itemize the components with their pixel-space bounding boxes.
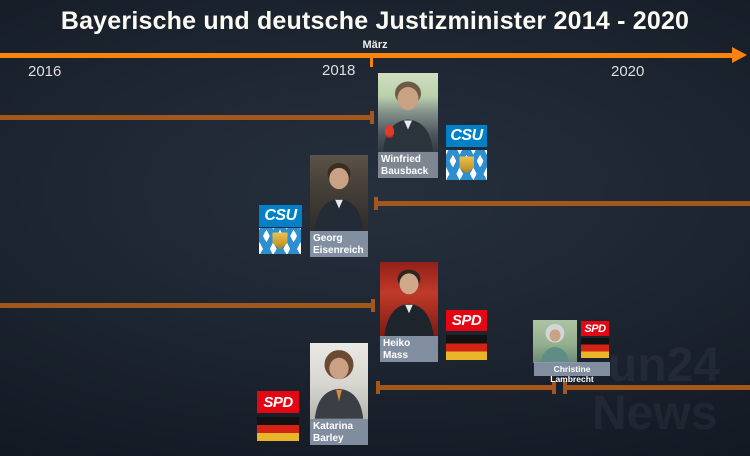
germany-flag-icon bbox=[257, 417, 299, 441]
minister-photo-mass bbox=[380, 262, 438, 336]
germany-flag-icon bbox=[446, 335, 487, 360]
tenure-bar-end-cap bbox=[371, 299, 375, 312]
timeline-maerz-tick bbox=[370, 58, 373, 67]
person-silhouette-icon bbox=[384, 269, 434, 336]
minister-photo-bausback bbox=[378, 73, 438, 152]
person-silhouette-icon bbox=[540, 323, 570, 363]
bavaria-flag-icon bbox=[259, 228, 301, 254]
tenure-bar-barley bbox=[376, 381, 556, 394]
year-label-2018: 2018 bbox=[322, 62, 356, 79]
timeline-axis-line bbox=[0, 53, 733, 58]
person-silhouette-icon bbox=[383, 81, 433, 152]
minister-name-barley: Katarina Barley bbox=[310, 419, 368, 445]
watermark-line2: News bbox=[592, 387, 718, 440]
bavaria-crest-icon bbox=[459, 156, 474, 174]
tenure-bar-start-cap bbox=[374, 197, 378, 210]
tenure-bar-mass bbox=[0, 299, 375, 312]
csu-logo: CSU bbox=[446, 125, 487, 147]
germany-flag-icon bbox=[581, 338, 609, 358]
tenure-bar-lambrecht bbox=[563, 381, 750, 394]
person-silhouette-icon bbox=[314, 163, 364, 231]
bavaria-crest-icon bbox=[272, 232, 288, 250]
minister-name-lambrecht: Christine Lambrecht bbox=[534, 362, 610, 384]
timeline-arrowhead-icon bbox=[732, 47, 747, 63]
bavaria-flag-icon bbox=[446, 150, 487, 180]
minister-name-mass: Heiko Mass bbox=[380, 336, 438, 362]
spd-logo: SPD bbox=[257, 391, 299, 413]
spd-logo: SPD bbox=[446, 310, 487, 331]
minister-photo-eisenreich bbox=[310, 155, 368, 231]
tenure-bar-start-cap bbox=[563, 381, 567, 394]
tenure-bar-start-cap bbox=[376, 381, 380, 394]
csu-logo: CSU bbox=[259, 205, 302, 227]
minister-photo-barley bbox=[310, 343, 368, 419]
minister-name-bausback: Winfried Bausback bbox=[378, 152, 438, 178]
person-silhouette-icon bbox=[314, 350, 364, 419]
tenure-bar-end-cap bbox=[370, 111, 374, 124]
tenure-bar-eisenreich bbox=[374, 197, 750, 210]
tenure-bar-end-cap bbox=[552, 381, 556, 394]
year-label-2020: 2020 bbox=[611, 63, 645, 80]
timeline-month-label: März bbox=[362, 39, 388, 51]
minister-name-eisenreich: Georg Eisenreich bbox=[310, 231, 368, 257]
tenure-bar-bausback bbox=[0, 111, 374, 124]
year-label-2016: 2016 bbox=[28, 63, 62, 80]
page-title: Bayerische und deutsche Justizminister 2… bbox=[60, 7, 690, 35]
spd-logo: SPD bbox=[581, 321, 609, 336]
minister-photo-lambrecht bbox=[533, 320, 577, 363]
